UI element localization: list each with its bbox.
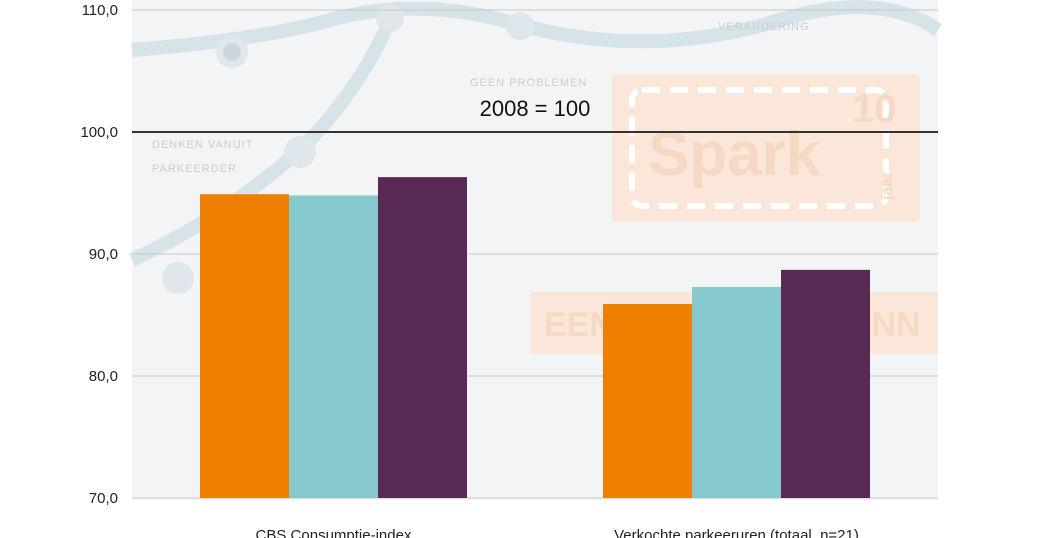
watermark-phrase-2: VERANDERING xyxy=(718,21,810,33)
watermark-logo-number: 10 xyxy=(852,87,897,131)
bar xyxy=(603,304,692,498)
watermark-phrase-3: DENKEN VANUIT xyxy=(152,139,253,151)
watermark-phrase-1: GEEN PROBLEMEN xyxy=(470,77,587,89)
y-tick-label: 70,0 xyxy=(89,490,118,507)
watermark-logo-text: Spark xyxy=(648,120,821,189)
y-tick-label: 110,0 xyxy=(82,2,118,19)
bar xyxy=(692,286,781,498)
y-tick-label: 100,0 xyxy=(80,124,118,141)
reference-line-group: 2008 = 100 xyxy=(132,96,938,133)
bar xyxy=(378,177,467,498)
bar xyxy=(200,194,289,498)
x-category-label: Verkochte parkeeruren (totaal, n=21) xyxy=(614,527,859,538)
watermark-phrase-5: EEN xyxy=(544,306,614,344)
x-axis-categories: CBS Consumptie-index Verkochte parkeerure… xyxy=(256,527,859,538)
reference-line-label: 2008 = 100 xyxy=(480,96,591,121)
bar xyxy=(289,195,378,498)
bars xyxy=(200,177,870,498)
y-tick-label: 80,0 xyxy=(89,368,118,385)
bar xyxy=(781,269,870,498)
watermark-phrase-4: PARKEERDER xyxy=(152,163,237,175)
x-category-label: CBS Consumptie-index xyxy=(256,527,412,538)
y-tick-label: 90,0 xyxy=(89,246,118,263)
y-axis-ticks: 70,0 80,0 90,0 100,0 110,0 xyxy=(80,2,118,507)
watermark-phrase-6: INN xyxy=(862,306,921,344)
watermark-logo-suffix: jaar xyxy=(879,172,896,201)
